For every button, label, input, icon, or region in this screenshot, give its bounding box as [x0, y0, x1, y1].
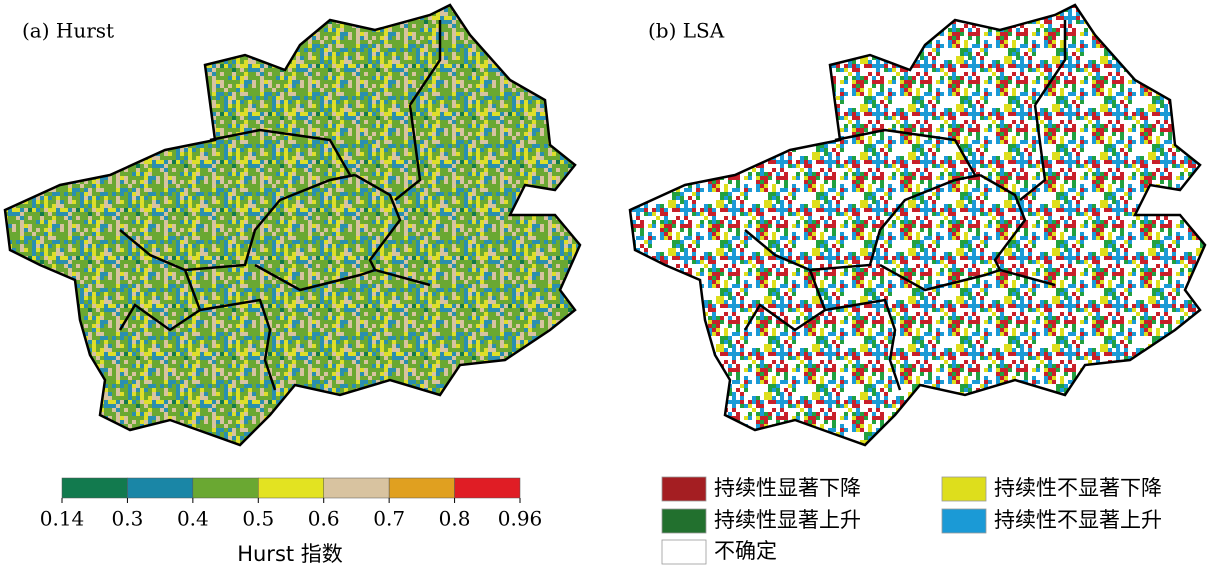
boundary: [199, 298, 277, 391]
panel-title: (b) LSA: [648, 19, 725, 43]
colorbar-segment: [454, 477, 521, 499]
boundary: [1033, 20, 1067, 106]
boundary: [979, 173, 1056, 287]
tick-label: 0.96: [498, 507, 543, 531]
boundary: [408, 20, 442, 106]
legend-swatch: [661, 508, 707, 534]
legend-swatch: [661, 539, 707, 565]
tick-label: 0.14: [40, 507, 85, 531]
colorbar-segment: [61, 477, 128, 499]
legend-label: 持续性显著下降: [714, 476, 861, 500]
colorbar-segment: [258, 477, 324, 499]
map-region: [3, 3, 582, 447]
boundary: [394, 104, 422, 201]
legend-label: 持续性不显著上升: [994, 508, 1162, 532]
boundary: [834, 128, 977, 176]
legend-label: 持续性显著上升: [714, 508, 861, 532]
legend-swatch: [941, 476, 987, 502]
tick-label: 0.8: [439, 507, 471, 531]
legend-label: 持续性不显著下降: [994, 476, 1162, 500]
colorbar-label: Hurst 指数: [237, 542, 343, 566]
boundary: [879, 263, 1001, 292]
panel-title: (a) Hurst: [22, 19, 114, 43]
tick-label: 0.7: [373, 507, 405, 531]
legend-swatch: [941, 508, 987, 534]
boundary: [209, 128, 352, 176]
colorbar-segment: [127, 477, 194, 499]
boundary: [743, 269, 827, 332]
boundary: [119, 173, 356, 272]
tick-label: 0.6: [308, 507, 340, 531]
colorbar-segment: [388, 477, 455, 499]
boundary: [744, 173, 981, 272]
colorbar-segment: [192, 477, 259, 499]
colorbar-segment: [323, 477, 390, 499]
boundary: [254, 263, 376, 292]
boundary: [118, 269, 202, 332]
tick-label: 0.5: [242, 507, 274, 531]
boundary: [1019, 104, 1047, 201]
legend-label: 不确定: [714, 539, 777, 563]
boundary: [354, 173, 431, 287]
map-region: [628, 3, 1207, 447]
tick-label: 0.3: [112, 507, 144, 531]
boundary: [824, 298, 902, 391]
tick-label: 0.4: [177, 507, 209, 531]
legend-swatch: [661, 476, 707, 502]
